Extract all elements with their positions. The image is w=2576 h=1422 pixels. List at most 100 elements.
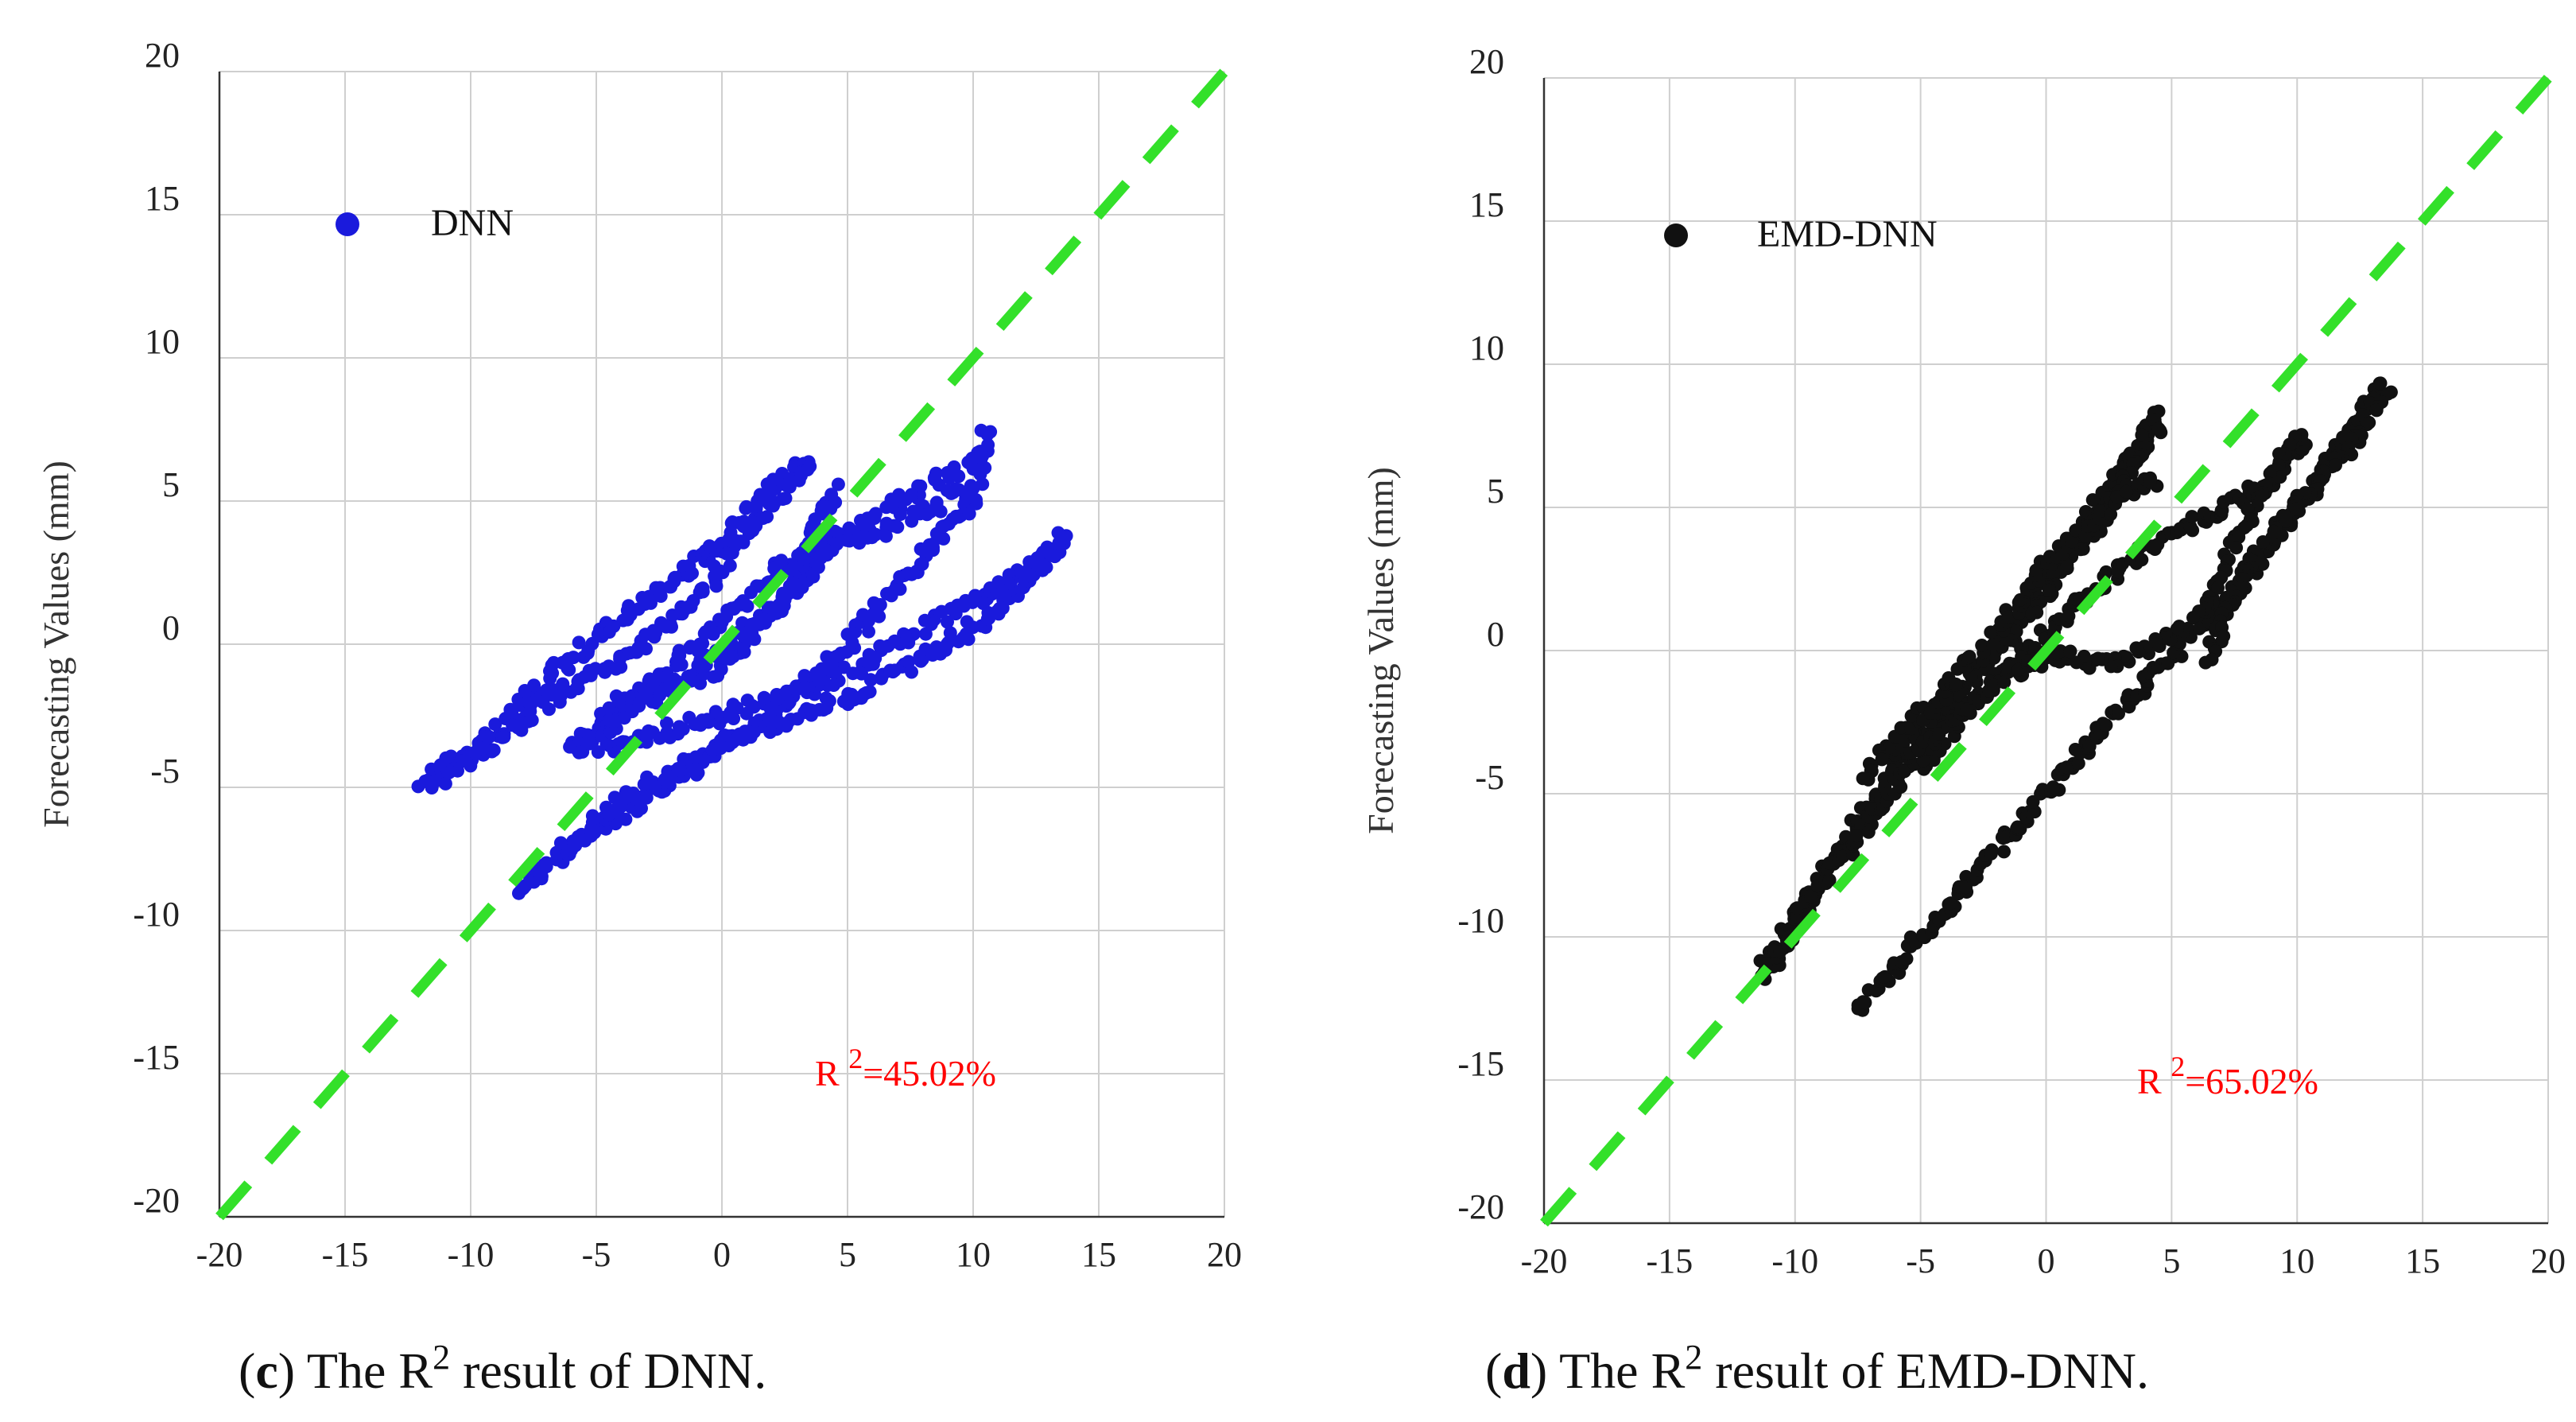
caption-paren-close: ) The R (1530, 1342, 1686, 1399)
legend-label: EMD-DNN (1757, 213, 1938, 255)
data-point (689, 750, 703, 764)
data-point (623, 646, 638, 660)
panel-d-emd-dnn: -20 -15 -10 -5 0 5 10 15 20 -20 -15 -10 -5 0 5 10 15 20 Fo… (1360, 42, 2566, 1399)
x-tick-label: 0 (2038, 1241, 2055, 1280)
data-point (2151, 538, 2165, 552)
data-point (929, 495, 944, 510)
data-point (567, 834, 581, 849)
data-point (527, 678, 541, 693)
data-point (537, 857, 551, 872)
y-tick-label: 0 (1487, 615, 1504, 654)
data-point (770, 692, 785, 706)
reference-line (215, 68, 1228, 1221)
data-point (1897, 764, 1911, 779)
data-point (1962, 650, 1977, 664)
data-point (1804, 889, 1818, 903)
data-point (1856, 771, 1870, 786)
data-point (2256, 535, 2270, 549)
data-point (962, 507, 976, 521)
data-point (820, 543, 834, 558)
y-tick-label: 20 (1469, 42, 1504, 81)
reference-line (1540, 74, 2552, 1227)
data-point (778, 491, 793, 505)
data-point (2329, 458, 2342, 472)
y-tick-label: 10 (145, 322, 180, 361)
data-point (961, 455, 976, 469)
data-point (2042, 583, 2056, 597)
x-tick-label: 20 (2531, 1241, 2566, 1280)
data-point (2135, 553, 2149, 567)
caption-panel-letter: d (1502, 1342, 1530, 1399)
data-point (2091, 651, 2105, 666)
data-point (2069, 523, 2083, 538)
x-tick-label: -5 (582, 1235, 611, 1274)
r-squared-superscript: 2 (848, 1043, 863, 1074)
data-point (863, 685, 877, 699)
data-point (649, 625, 663, 639)
data-point (506, 718, 520, 732)
y-tick-label: 20 (145, 36, 180, 75)
data-point (2078, 505, 2093, 519)
caption-text: result of EMD-DNN. (1702, 1342, 2149, 1399)
x-tick-label: 15 (2405, 1241, 2440, 1280)
data-point (873, 598, 887, 612)
data-point (2373, 376, 2388, 390)
data-point (720, 603, 735, 617)
data-point (739, 501, 753, 515)
data-point (759, 612, 774, 626)
data-point (619, 812, 633, 826)
data-point (747, 725, 761, 739)
data-point (638, 686, 653, 701)
data-point (797, 669, 812, 683)
data-point (1894, 721, 1908, 735)
data-point (411, 779, 425, 794)
r-squared-value: =65.02% (2185, 1061, 2318, 1101)
x-tick-label: -15 (1647, 1241, 1693, 1280)
y-tick-label: 5 (162, 465, 180, 504)
data-point (840, 533, 855, 547)
data-point (708, 705, 723, 719)
data-point (1875, 752, 1889, 767)
data-point (1987, 651, 2001, 665)
data-point (2148, 637, 2163, 651)
caption-paren-open: ( (1485, 1342, 1502, 1399)
data-point (669, 659, 684, 673)
data-point (856, 608, 870, 622)
data-point (2065, 534, 2079, 549)
data-point (2063, 644, 2077, 659)
data-point (497, 730, 511, 744)
data-point (536, 695, 550, 709)
data-point (675, 607, 689, 621)
data-point (684, 639, 698, 654)
data-point (2186, 611, 2200, 625)
r-squared-value: =45.02% (863, 1053, 996, 1094)
caption-text: result of DNN. (450, 1342, 766, 1399)
data-point (2369, 403, 2384, 418)
data-point (766, 499, 780, 513)
data-point (714, 662, 728, 677)
r-squared-superscript: 2 (2171, 1051, 2185, 1082)
data-point (2112, 706, 2125, 721)
data-point (572, 745, 586, 760)
data-point (2272, 447, 2286, 461)
data-point (553, 836, 568, 850)
data-point (2211, 581, 2225, 595)
x-tick-label: -10 (1771, 1241, 1818, 1280)
data-point (1822, 873, 1837, 888)
data-point (2093, 504, 2108, 519)
x-tick-label: 5 (2163, 1241, 2180, 1280)
data-points (411, 423, 1073, 900)
data-point (1997, 845, 2011, 859)
r-squared-symbol: R (815, 1053, 848, 1094)
data-point (572, 635, 586, 650)
data-point (654, 589, 668, 603)
data-point (429, 774, 443, 788)
data-point (925, 537, 940, 551)
data-point (2151, 422, 2166, 436)
data-point (672, 720, 686, 734)
data-point (634, 801, 648, 815)
data-point (2120, 484, 2134, 499)
data-point (707, 559, 721, 573)
data-point (607, 791, 622, 805)
data-point (887, 519, 901, 533)
